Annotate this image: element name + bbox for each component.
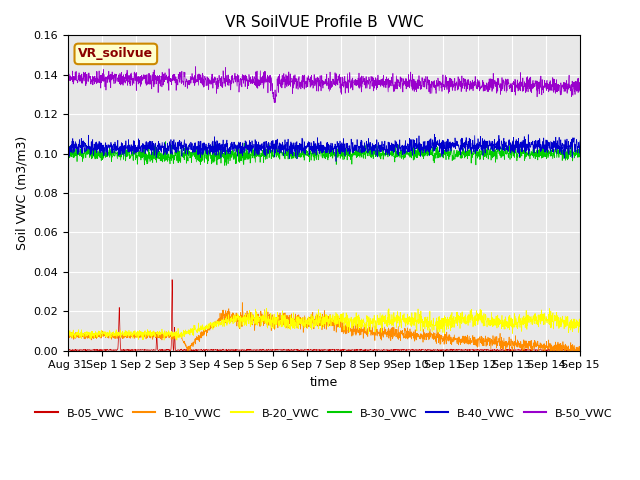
B-20_VWC: [207, 320, 215, 326]
Title: VR SoilVUE Profile B  VWC: VR SoilVUE Profile B VWC: [225, 15, 423, 30]
B-40_VWC: [64, 138, 72, 144]
B-40_VWC: [576, 138, 584, 144]
B-30_VWC: [162, 139, 170, 144]
B-05_VWC: [473, 348, 481, 353]
Line: B-50_VWC: B-50_VWC: [68, 67, 580, 102]
B-30_VWC: [207, 155, 215, 161]
Line: B-40_VWC: B-40_VWC: [68, 134, 580, 161]
B-50_VWC: [339, 75, 347, 81]
B-10_VWC: [473, 338, 481, 344]
B-50_VWC: [576, 89, 584, 95]
B-10_VWC: [339, 319, 347, 325]
B-20_VWC: [173, 337, 180, 343]
B-05_VWC: [64, 347, 72, 353]
B-30_VWC: [531, 156, 539, 162]
B-20_VWC: [64, 331, 72, 337]
Y-axis label: Soil VWC (m3/m3): Soil VWC (m3/m3): [15, 136, 28, 250]
B-20_VWC: [339, 313, 347, 319]
B-20_VWC: [262, 305, 270, 311]
B-50_VWC: [192, 64, 200, 70]
Line: B-10_VWC: B-10_VWC: [68, 302, 580, 350]
B-10_VWC: [184, 348, 191, 353]
B-10_VWC: [576, 348, 584, 353]
B-40_VWC: [531, 144, 539, 149]
B-20_VWC: [531, 318, 539, 324]
Text: VR_soilvue: VR_soilvue: [78, 48, 154, 60]
B-50_VWC: [270, 99, 278, 105]
Line: B-30_VWC: B-30_VWC: [68, 142, 580, 166]
X-axis label: time: time: [310, 376, 338, 389]
B-40_VWC: [545, 140, 553, 145]
B-10_VWC: [64, 335, 72, 340]
B-10_VWC: [207, 325, 215, 331]
B-20_VWC: [545, 306, 553, 312]
B-20_VWC: [576, 319, 584, 324]
B-40_VWC: [339, 145, 346, 151]
B-50_VWC: [350, 77, 358, 83]
B-30_VWC: [350, 152, 358, 158]
B-30_VWC: [64, 149, 72, 155]
B-50_VWC: [207, 82, 215, 87]
B-05_VWC: [531, 347, 539, 353]
Line: B-20_VWC: B-20_VWC: [68, 308, 580, 340]
B-40_VWC: [350, 146, 358, 152]
B-05_VWC: [350, 348, 358, 353]
B-30_VWC: [545, 151, 553, 156]
B-05_VWC: [339, 347, 347, 353]
B-50_VWC: [473, 85, 481, 91]
B-30_VWC: [473, 152, 481, 157]
B-05_VWC: [576, 347, 584, 353]
B-20_VWC: [350, 315, 358, 321]
B-30_VWC: [576, 153, 584, 158]
B-30_VWC: [339, 156, 347, 162]
B-40_VWC: [473, 146, 481, 152]
B-05_VWC: [207, 347, 215, 353]
B-20_VWC: [473, 316, 481, 322]
B-10_VWC: [350, 329, 358, 335]
B-40_VWC: [431, 132, 438, 137]
Legend: B-05_VWC, B-10_VWC, B-20_VWC, B-30_VWC, B-40_VWC, B-50_VWC: B-05_VWC, B-10_VWC, B-20_VWC, B-30_VWC, …: [31, 404, 617, 423]
B-10_VWC: [531, 344, 539, 349]
B-30_VWC: [221, 163, 228, 168]
B-10_VWC: [545, 343, 553, 348]
B-50_VWC: [545, 80, 553, 85]
B-10_VWC: [239, 300, 246, 305]
B-50_VWC: [64, 77, 72, 83]
B-40_VWC: [332, 158, 340, 164]
Line: B-05_VWC: B-05_VWC: [68, 280, 580, 350]
B-05_VWC: [168, 277, 176, 283]
B-05_VWC: [82, 348, 90, 353]
B-50_VWC: [531, 78, 539, 84]
B-05_VWC: [545, 347, 553, 353]
B-40_VWC: [207, 145, 214, 151]
